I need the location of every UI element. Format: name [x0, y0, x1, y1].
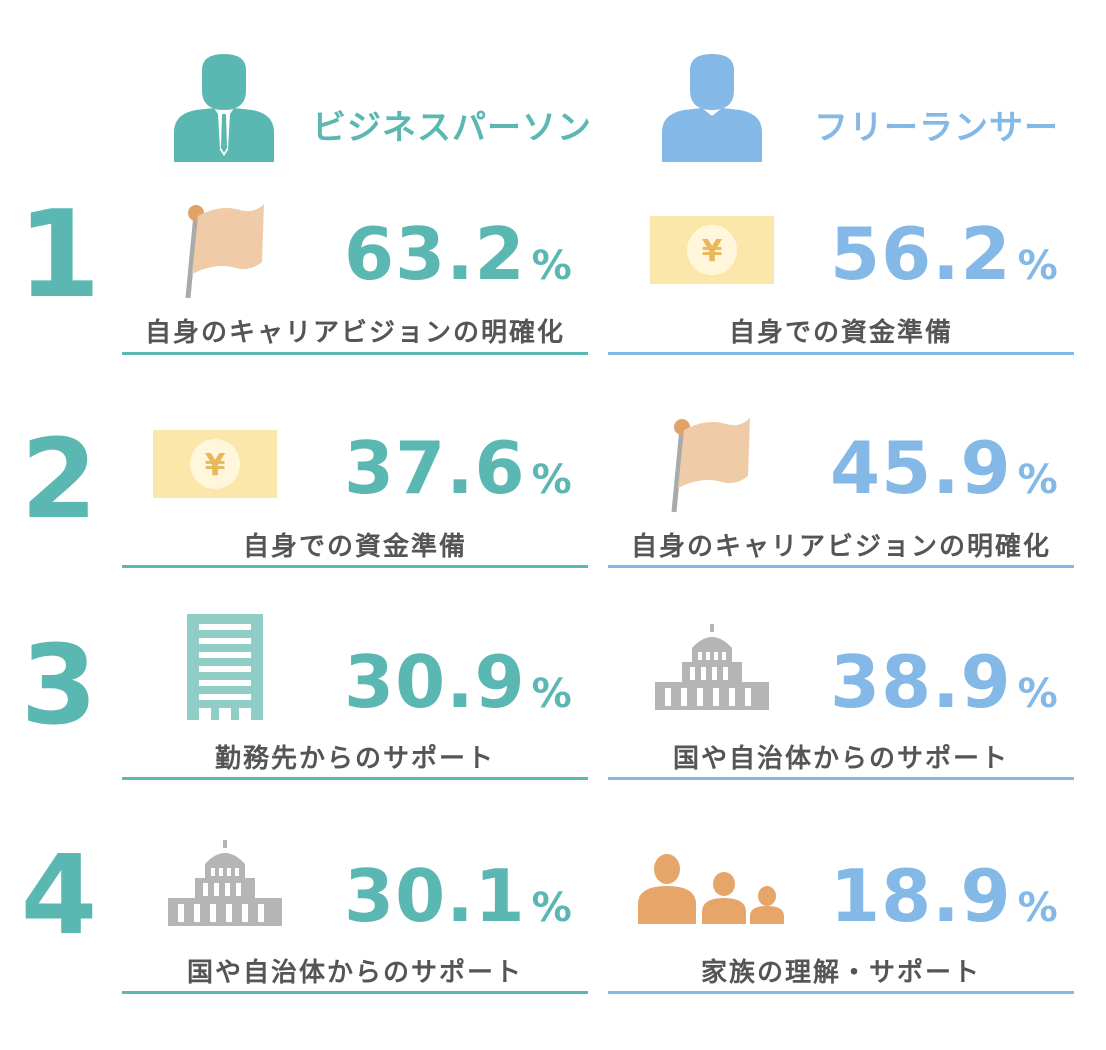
- government-building-icon: [655, 624, 769, 710]
- divider-business-4: [122, 991, 588, 994]
- divider-business-2: [122, 565, 588, 568]
- pct-business-1: 63.2%: [344, 212, 573, 296]
- person-icon: [660, 52, 764, 162]
- divider-business-1: [122, 352, 588, 355]
- divider-business-3: [122, 777, 588, 780]
- svg-text:¥: ¥: [205, 448, 226, 483]
- label-freelancer-3: 国や自治体からのサポート: [672, 744, 1009, 774]
- flag-icon: [666, 416, 752, 516]
- label-business-1: 自身のキャリアビジョンの明確化: [144, 318, 565, 348]
- pct-freelancer-3: 38.9%: [830, 640, 1059, 724]
- rank-4: 4: [20, 831, 98, 959]
- label-freelancer-2: 自身のキャリアビジョンの明確化: [630, 532, 1051, 562]
- label-freelancer-4: 家族の理解・サポート: [700, 958, 981, 988]
- divider-freelancer-2: [608, 565, 1074, 568]
- businessman-icon: [172, 52, 276, 162]
- divider-freelancer-4: [608, 991, 1074, 994]
- divider-freelancer-3: [608, 777, 1074, 780]
- rank-3: 3: [20, 621, 98, 749]
- family-icon: [638, 854, 786, 924]
- pct-freelancer-1: 56.2%: [830, 212, 1059, 296]
- label-freelancer-1: 自身での資金準備: [728, 318, 953, 348]
- rank-2: 2: [20, 415, 98, 543]
- pct-business-2: 37.6%: [344, 426, 573, 510]
- pct-business-3: 30.9%: [344, 640, 573, 724]
- label-business-4: 国や自治体からのサポート: [186, 958, 523, 988]
- office-building-icon: [187, 614, 263, 720]
- column-title-freelancer: フリーランサー: [814, 108, 1059, 148]
- government-building-icon: [168, 840, 282, 926]
- svg-text:¥: ¥: [702, 234, 723, 269]
- pct-freelancer-2: 45.9%: [830, 426, 1059, 510]
- pct-freelancer-4: 18.9%: [830, 854, 1059, 938]
- label-business-3: 勤務先からのサポート: [214, 744, 495, 774]
- yen-bill-icon: ¥: [650, 216, 774, 284]
- yen-bill-icon: ¥: [153, 430, 277, 498]
- divider-freelancer-1: [608, 352, 1074, 355]
- rank-1: 1: [17, 186, 101, 325]
- pct-business-4: 30.1%: [344, 854, 573, 938]
- column-title-business: ビジネスパーソン: [312, 108, 592, 148]
- label-business-2: 自身での資金準備: [242, 532, 467, 562]
- flag-icon: [180, 202, 266, 302]
